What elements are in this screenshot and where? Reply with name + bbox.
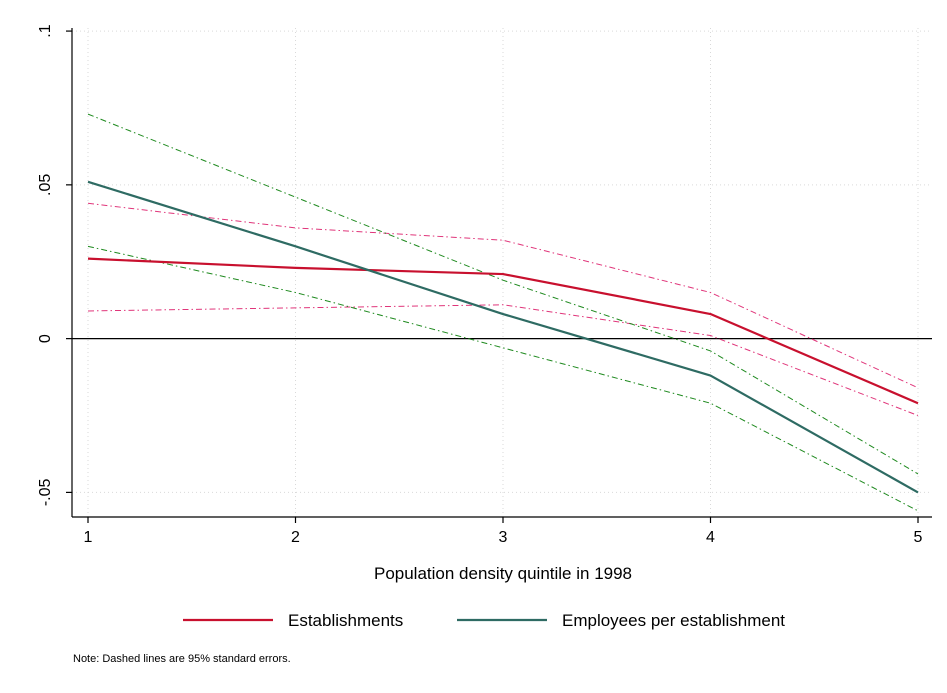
axes: -.05 0 .05 .1 1 2 3 4 5 bbox=[37, 24, 932, 546]
legend-label-establishments: Establishments bbox=[288, 611, 403, 630]
series-line-establishments bbox=[87, 257, 919, 405]
y-tick-label: -.05 bbox=[37, 479, 54, 507]
legend: Establishments Employees per establishmen… bbox=[183, 611, 785, 630]
ci-upper-employees bbox=[87, 113, 919, 475]
x-tick-label: 1 bbox=[84, 529, 93, 546]
x-tick-label: 2 bbox=[291, 529, 300, 546]
gridlines bbox=[72, 28, 932, 517]
x-tick-label: 5 bbox=[914, 529, 923, 546]
y-tick-label: 0 bbox=[37, 334, 54, 343]
x-tick-label: 3 bbox=[499, 529, 508, 546]
ci-lower-establishments bbox=[87, 304, 919, 416]
series-lines bbox=[87, 113, 919, 512]
x-axis-label: Population density quintile in 1998 bbox=[374, 564, 632, 583]
ci-lower-employees bbox=[87, 245, 919, 512]
legend-label-employees: Employees per establishment bbox=[562, 611, 785, 630]
chart-note: Note: Dashed lines are 95% standard erro… bbox=[73, 653, 291, 665]
ci-upper-establishments bbox=[87, 202, 919, 389]
series-line-employees bbox=[87, 180, 919, 494]
y-tick-label: .05 bbox=[37, 174, 54, 196]
x-tick-label: 4 bbox=[706, 529, 715, 546]
y-tick-label: .1 bbox=[37, 24, 54, 37]
